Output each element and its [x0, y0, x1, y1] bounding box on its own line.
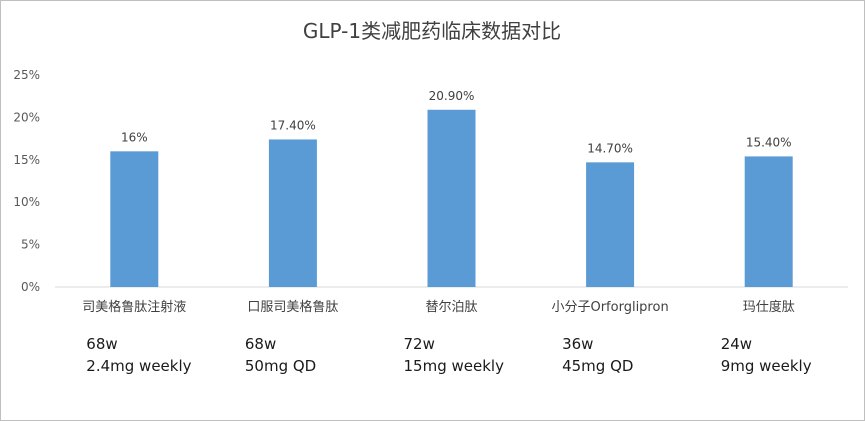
y-tick-label: 20%: [13, 110, 40, 124]
trial-duration: 36w: [562, 335, 593, 353]
bars: [110, 109, 793, 287]
x-tick-label: 司美格鲁肽注射液: [82, 299, 186, 315]
y-tick-label: 0%: [21, 280, 40, 294]
trial-duration: 68w: [86, 335, 117, 353]
x-tick-label: 玛仕度肽: [743, 299, 795, 315]
x-tick-label: 口服司美格鲁肽: [247, 299, 338, 315]
chart-title: GLP-1类减肥药临床数据对比: [303, 19, 561, 43]
data-label: 17.40%: [270, 118, 316, 132]
trial-duration: 72w: [404, 335, 435, 353]
trial-dose: 50mg QD: [245, 357, 316, 375]
data-labels: 16% 17.40% 20.90% 14.70% 15.40%: [121, 89, 792, 156]
x-tick-label: 替尔泊肽: [425, 300, 477, 315]
y-tick-label: 15%: [13, 153, 40, 167]
trial-duration: 68w: [245, 335, 276, 353]
trial-duration: 24w: [721, 335, 752, 353]
data-label: 14.70%: [587, 141, 633, 155]
data-label: 20.90%: [429, 89, 475, 103]
data-label: 16%: [121, 130, 148, 144]
y-tick-label: 25%: [13, 68, 40, 82]
bar: [427, 109, 476, 287]
bar: [268, 139, 317, 287]
bar: [586, 162, 635, 287]
y-tick-label: 5%: [21, 238, 40, 252]
bar: [744, 156, 793, 287]
y-tick-label: 10%: [13, 195, 40, 209]
trial-dose: 2.4mg weekly: [86, 357, 191, 375]
data-label: 15.40%: [746, 135, 792, 149]
trial-dose: 15mg weekly: [404, 357, 505, 375]
trial-dose: 45mg QD: [562, 357, 633, 375]
trial-notes: 68w 2.4mg weekly 68w 50mg QD 72w 15mg weekly 3…: [86, 335, 811, 375]
trial-dose: 9mg weekly: [721, 357, 812, 375]
bar: [110, 151, 159, 287]
y-axis: 0% 5% 10% 15% 20% 25%: [13, 68, 40, 294]
x-axis: 司美格鲁肽注射液 口服司美格鲁肽 替尔泊肽 小分子Orforglipron 玛仕度肽: [82, 299, 794, 315]
x-tick-label: 小分子Orforglipron: [551, 300, 668, 315]
